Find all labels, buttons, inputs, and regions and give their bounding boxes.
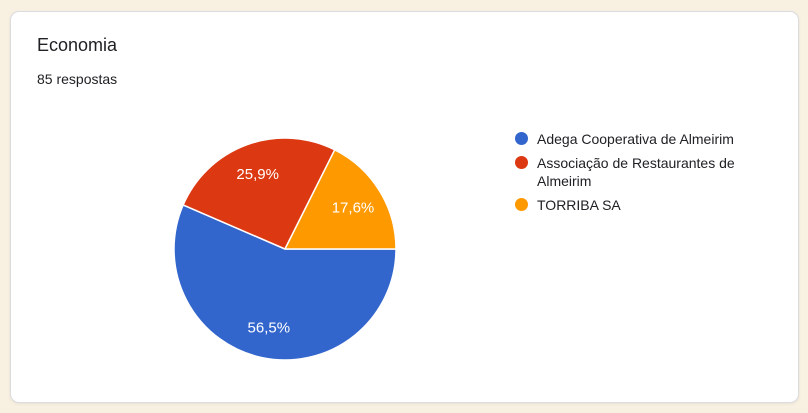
pie-slice-label: 56,5%: [248, 320, 291, 337]
legend-item-2: TORRIBA SA: [515, 196, 755, 214]
pie-slice-2[interactable]: [284, 149, 397, 250]
response-count: 85 respostas: [37, 71, 118, 87]
pie-slice-label: 17,6%: [332, 199, 375, 216]
question-title: Economia: [37, 35, 118, 55]
legend-item-1: Associação de Restaurantes de Almeirim: [515, 154, 755, 190]
pie-slice-0[interactable]: [173, 204, 397, 361]
question-card: Economia 85 respostas 56,5% 25,9% 17,6% Ad…: [10, 11, 799, 403]
pie-slice-label: 25,9%: [236, 166, 279, 183]
legend-item-0: Adega Cooperativa de Almeirim: [515, 130, 755, 148]
pie-chart: 56,5% 25,9% 17,6%: [173, 137, 397, 361]
legend-label: TORRIBA SA: [537, 197, 621, 213]
chart-legend: Adega Cooperativa de Almeirim Associação …: [515, 130, 755, 220]
legend-swatch-icon: [515, 132, 528, 145]
legend-label: Associação de Restaurantes de Almeirim: [537, 155, 735, 189]
pie-slice-1[interactable]: [182, 137, 336, 250]
legend-label: Adega Cooperativa de Almeirim: [537, 131, 734, 147]
legend-swatch-icon: [515, 198, 528, 211]
legend-swatch-icon: [515, 156, 528, 169]
